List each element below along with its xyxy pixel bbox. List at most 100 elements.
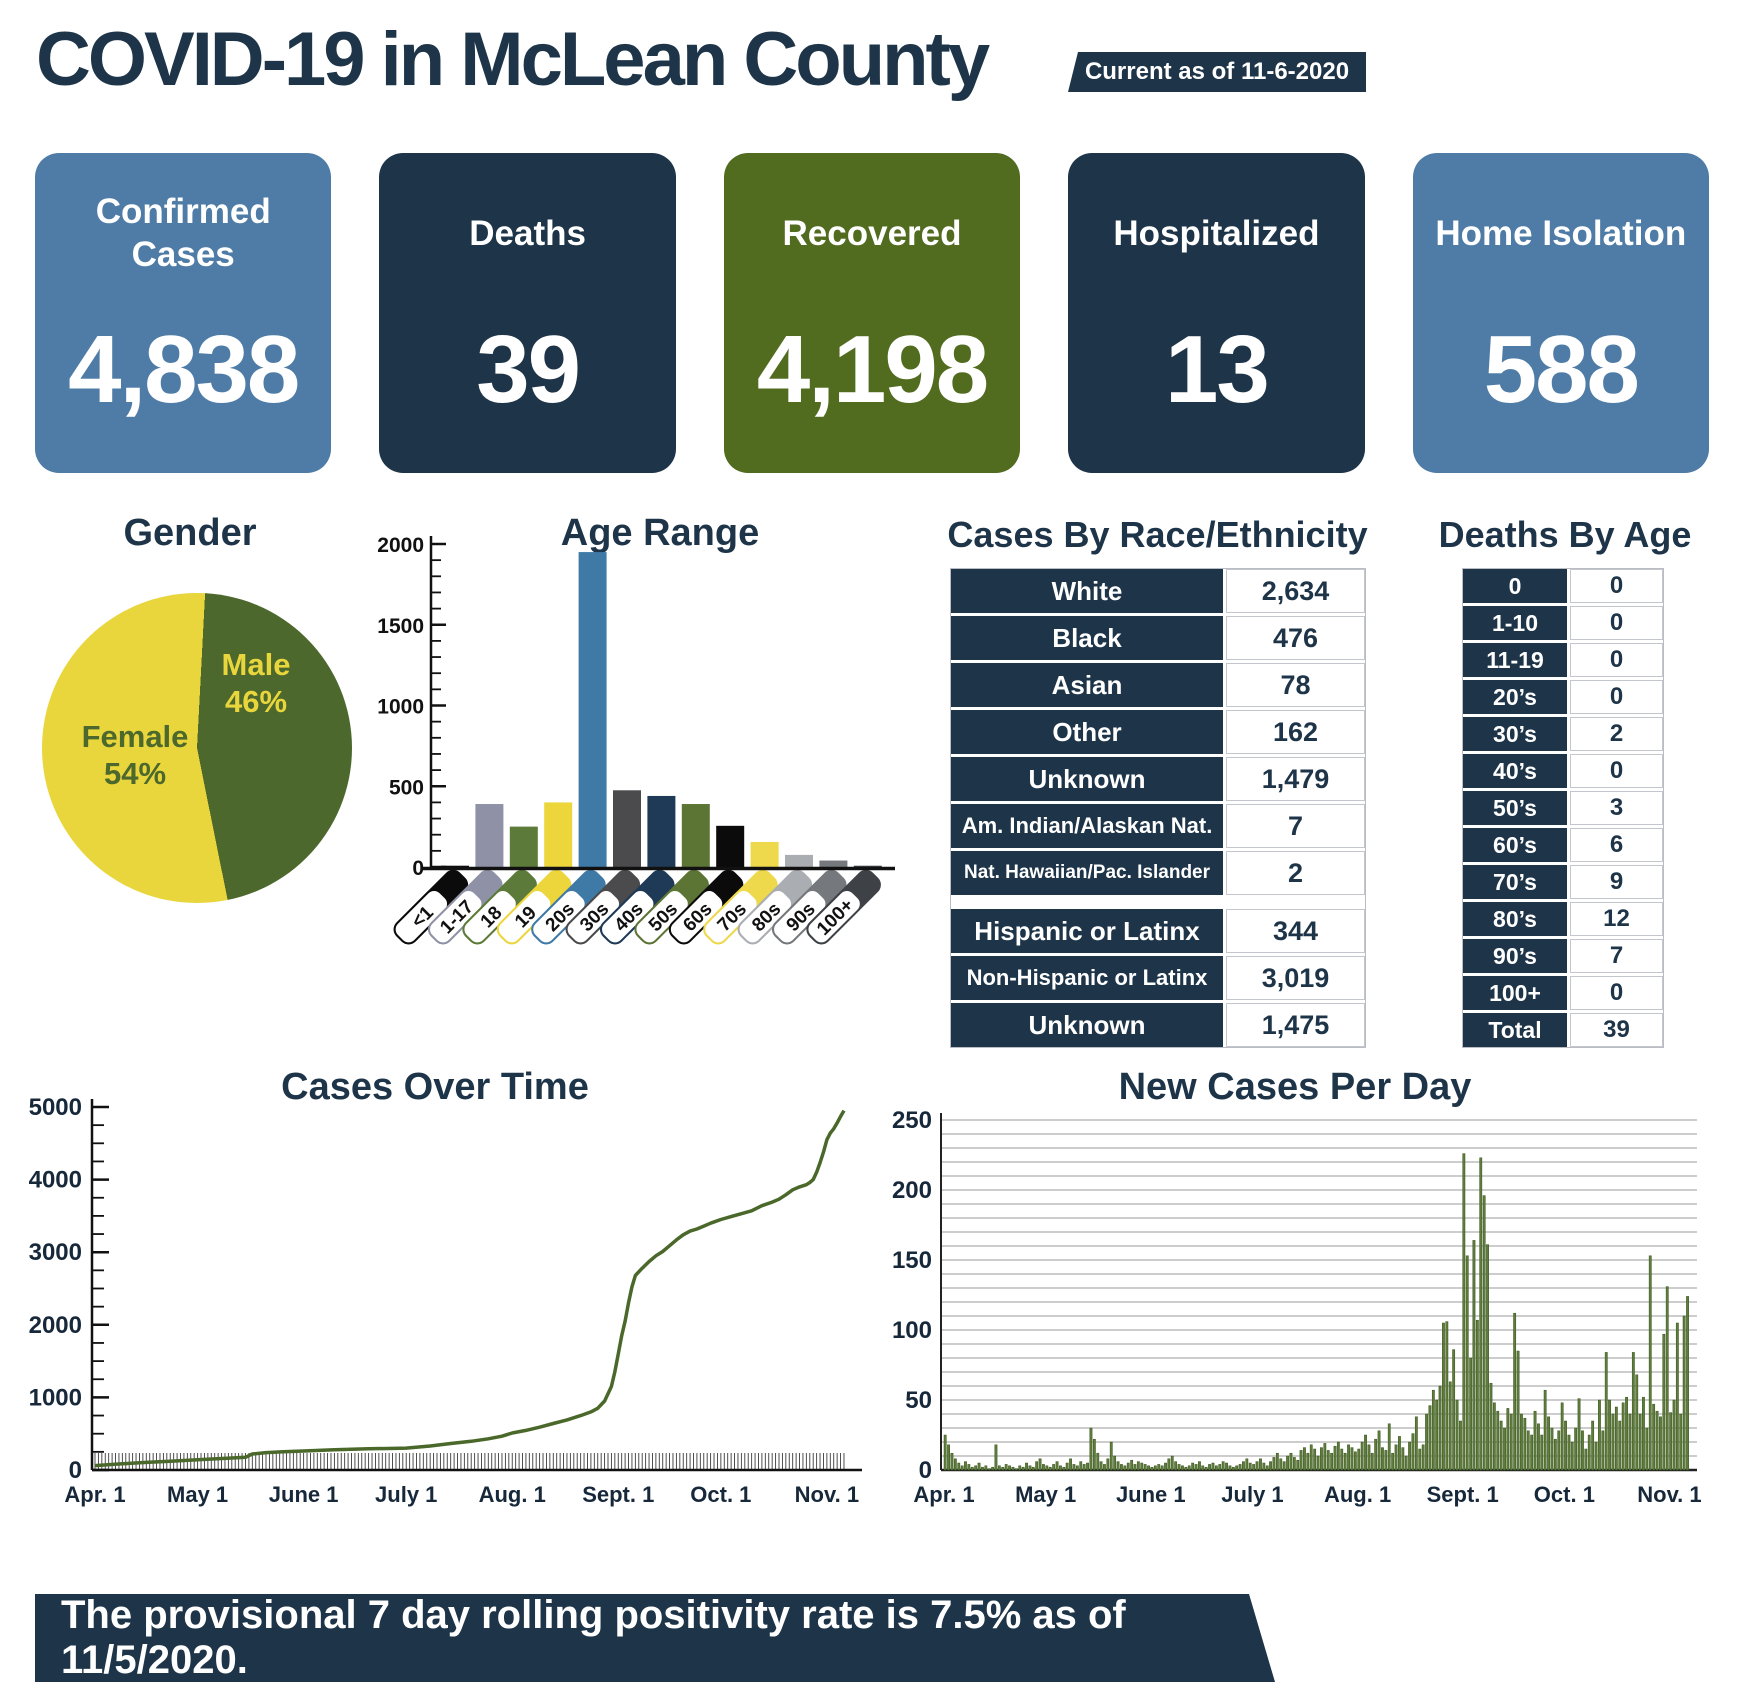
row-label: 11-19 <box>1463 643 1567 677</box>
gender-section-title: Gender <box>123 512 257 554</box>
daily-bar <box>1577 1398 1581 1471</box>
daily-bar <box>1428 1405 1432 1471</box>
daily-bar <box>1259 1458 1262 1471</box>
daily-bar <box>1062 1466 1066 1471</box>
row-label: Asian <box>951 663 1223 707</box>
daily-bar <box>1503 1427 1506 1471</box>
age-bar <box>716 825 745 867</box>
daily-bar <box>1499 1420 1503 1471</box>
daily-bar <box>1306 1452 1310 1471</box>
daily-bar <box>964 1461 967 1471</box>
daily-bar <box>1418 1448 1422 1471</box>
daily-bar <box>1438 1385 1442 1471</box>
daily-bar <box>1333 1445 1337 1471</box>
svg-text:July 1: July 1 <box>375 1482 437 1507</box>
daily-bar <box>1248 1462 1252 1471</box>
age-bar <box>750 841 779 867</box>
age-bar <box>613 790 641 867</box>
daily-bar <box>1618 1420 1622 1471</box>
daily-bar <box>1408 1441 1411 1471</box>
daily-bar <box>1075 1465 1079 1471</box>
svg-text:Aug. 1: Aug. 1 <box>1324 1482 1391 1507</box>
pie-label-male: Male 46% <box>196 646 316 720</box>
daily-bar <box>1611 1413 1615 1471</box>
deaths-table-body: 0 0 1-10 0 11-19 0 20’s 0 30’s 2 40’s 0 50’s 3 60’s 6 70… <box>1463 569 1663 1047</box>
daily-bar <box>1133 1464 1137 1471</box>
daily-bar <box>1252 1464 1256 1471</box>
daily-bar <box>1665 1286 1669 1471</box>
daily-bar <box>1330 1452 1334 1471</box>
row-value: 0 <box>1570 569 1663 603</box>
row-label: Total <box>1463 1013 1567 1047</box>
daily-bar <box>1299 1450 1303 1471</box>
daily-bar <box>1292 1457 1296 1471</box>
daily-bar <box>994 1444 998 1471</box>
stat-card-label: Hospitalized <box>1113 213 1320 253</box>
row-value: 344 <box>1226 909 1365 953</box>
daily-bar <box>1031 1466 1035 1471</box>
daily-bar <box>1303 1447 1306 1471</box>
age-bar <box>819 860 848 867</box>
daily-bar <box>1269 1461 1272 1471</box>
table-row: Nat. Hawaiian/Pac. Islander 2 <box>951 851 1365 895</box>
age-bar <box>578 552 607 867</box>
table-row: Unknown 1,479 <box>951 757 1365 801</box>
daily-bar <box>1486 1244 1489 1471</box>
stat-card-recovered: Recovered 4,198 <box>723 153 1021 473</box>
daily-bar <box>1313 1448 1317 1471</box>
race-ethnicity-table: White 2,634 Black 476 Asian 78 Other 162 Unknown… <box>950 568 1366 1048</box>
daily-bar <box>1275 1452 1279 1471</box>
new-cases-per-day-chart: 0 50 100 150 200 250 Apr. 1 May 1 June 1 July 1 Au… <box>892 1107 1702 1507</box>
daily-bar <box>1364 1434 1367 1471</box>
daily-bar <box>1065 1462 1069 1471</box>
table-row: 60’s 6 <box>1463 828 1663 862</box>
daily-bar <box>1509 1413 1513 1471</box>
daily-bar <box>1401 1447 1405 1471</box>
table-row: 90’s 7 <box>1463 939 1663 973</box>
daily-bar <box>991 1466 995 1471</box>
daily-bar <box>1018 1465 1022 1471</box>
svg-text:Oct. 1: Oct. 1 <box>1534 1482 1595 1507</box>
svg-text:2000: 2000 <box>29 1312 82 1339</box>
positivity-rate-text: The provisional 7 day rolling positivity… <box>61 1593 1126 1682</box>
daily-bar <box>1564 1420 1567 1471</box>
daily-bar <box>1265 1465 1269 1471</box>
daily-bar <box>1621 1402 1625 1471</box>
daily-bar <box>1516 1350 1520 1471</box>
daily-bar <box>1214 1465 1218 1471</box>
daily-bar <box>947 1444 950 1471</box>
daily-bar <box>1370 1452 1374 1471</box>
deaths-by-age-table: 0 0 1-10 0 11-19 0 20’s 0 30’s 2 40’s 0 50’s 3 60’s 6 70… <box>1462 568 1664 1048</box>
daily-bar <box>1167 1458 1171 1471</box>
daily-bar <box>1350 1447 1354 1471</box>
gender-pie-chart <box>42 593 352 903</box>
daily-bar <box>1204 1466 1208 1471</box>
date-badge: Current as of 11-6-2020 <box>1068 52 1366 92</box>
pie-label-female-name: Female <box>81 719 189 754</box>
daily-bar <box>1052 1464 1056 1471</box>
table-row: 1-10 0 <box>1463 606 1663 640</box>
daily-bar <box>1645 1427 1649 1471</box>
svg-text:4000: 4000 <box>29 1167 82 1194</box>
ethnicity-table-body: Hispanic or Latinx 344 Non-Hispanic or Lat… <box>951 909 1365 1047</box>
daily-bar <box>1255 1461 1259 1471</box>
row-value: 2,634 <box>1226 569 1365 613</box>
row-label: 100+ <box>1463 976 1567 1010</box>
daily-bar <box>1140 1462 1144 1471</box>
row-label: Nat. Hawaiian/Pac. Islander <box>951 851 1223 895</box>
daily-bar <box>1526 1430 1530 1471</box>
daily-bar <box>1452 1349 1456 1471</box>
age-axis-tag: 80s <box>737 869 813 945</box>
daily-bar <box>1540 1434 1544 1471</box>
daily-bar <box>1455 1399 1459 1471</box>
daily-bar <box>1201 1465 1205 1471</box>
stat-card-label: Confirmed Cases <box>95 192 271 274</box>
daily-bar <box>1547 1416 1550 1471</box>
svg-text:May 1: May 1 <box>1015 1482 1076 1507</box>
daily-bar <box>1211 1462 1215 1471</box>
pie-label-male-pct: 46% <box>224 684 288 719</box>
daily-bar <box>1153 1465 1157 1471</box>
daily-bar <box>1543 1389 1547 1471</box>
daily-bar <box>1008 1465 1011 1471</box>
